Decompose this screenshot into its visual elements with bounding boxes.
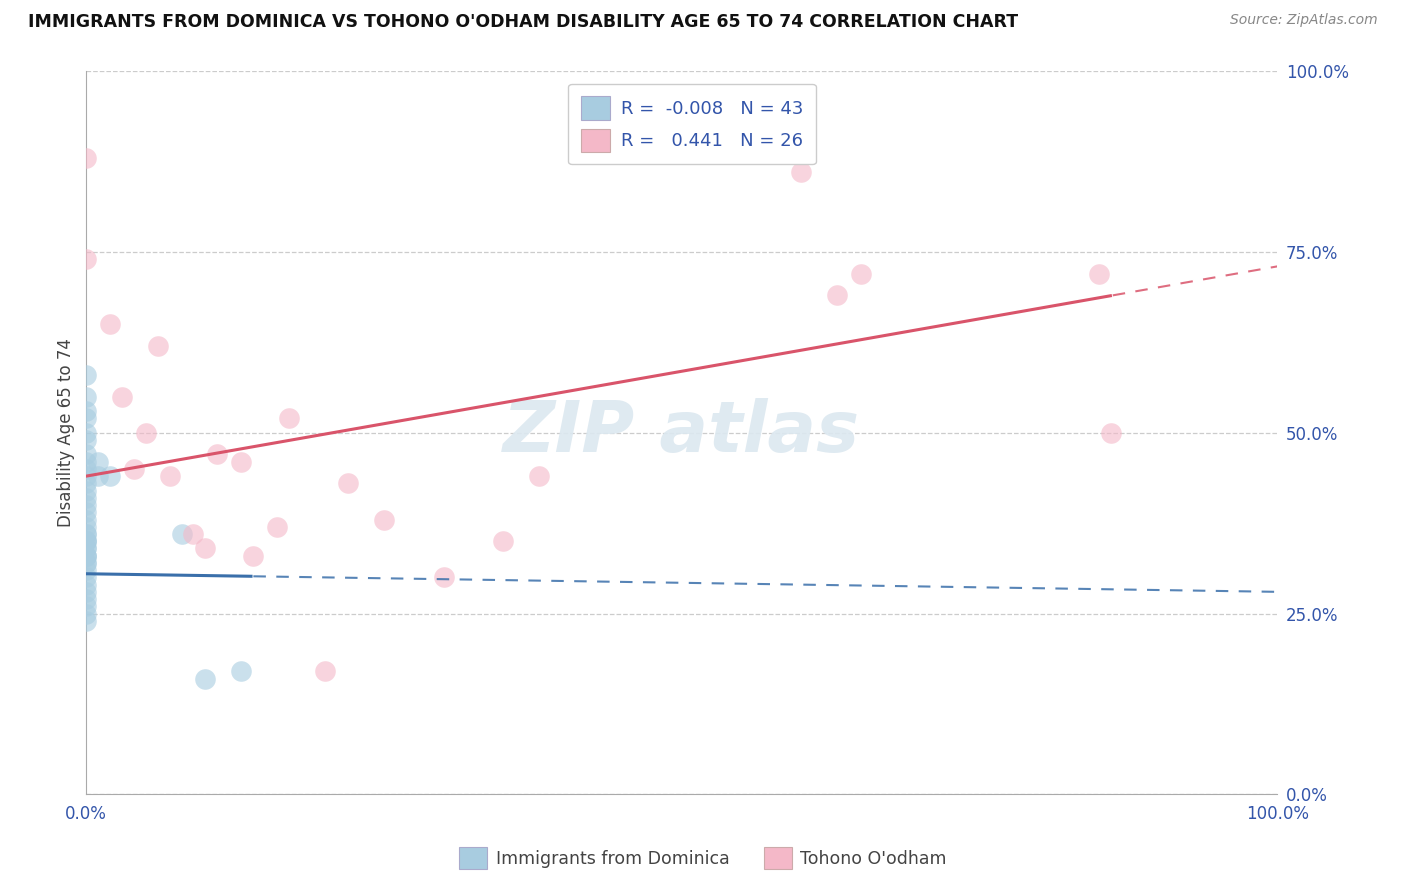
Point xyxy=(75,534,97,549)
Point xyxy=(75,491,97,505)
Point xyxy=(75,607,97,621)
Point xyxy=(75,483,97,498)
Point xyxy=(75,541,97,556)
Point xyxy=(790,165,813,179)
Point xyxy=(194,541,217,556)
Point xyxy=(75,563,97,577)
Point xyxy=(146,339,169,353)
Point xyxy=(75,599,97,614)
Text: Source: ZipAtlas.com: Source: ZipAtlas.com xyxy=(1230,13,1378,28)
Point xyxy=(159,469,181,483)
Point xyxy=(75,577,97,591)
Point xyxy=(75,447,97,461)
Point xyxy=(277,411,299,425)
Point xyxy=(207,447,229,461)
Point xyxy=(231,455,253,469)
Point xyxy=(75,534,97,549)
Point xyxy=(98,317,121,331)
Point xyxy=(75,556,97,570)
Point xyxy=(75,455,97,469)
Point xyxy=(433,570,456,584)
Point xyxy=(75,462,97,476)
Point xyxy=(75,476,97,491)
Text: IMMIGRANTS FROM DOMINICA VS TOHONO O'ODHAM DISABILITY AGE 65 TO 74 CORRELATION C: IMMIGRANTS FROM DOMINICA VS TOHONO O'ODH… xyxy=(28,13,1018,31)
Point xyxy=(75,549,97,563)
Point xyxy=(111,390,134,404)
Y-axis label: Disability Age 65 to 74: Disability Age 65 to 74 xyxy=(58,338,75,527)
Point xyxy=(75,549,97,563)
Point xyxy=(75,614,97,628)
Point xyxy=(337,476,360,491)
Point xyxy=(183,527,205,541)
Point xyxy=(135,425,157,440)
Point xyxy=(98,469,121,483)
Point xyxy=(75,527,97,541)
Point xyxy=(75,570,97,584)
Point xyxy=(75,527,97,541)
Point xyxy=(75,368,97,382)
Point xyxy=(194,672,217,686)
Legend: Immigrants from Dominica, Tohono O'odham: Immigrants from Dominica, Tohono O'odham xyxy=(453,840,953,876)
Point xyxy=(75,404,97,418)
Point xyxy=(373,512,395,526)
Point xyxy=(314,665,336,679)
Point xyxy=(231,665,253,679)
Point xyxy=(266,520,288,534)
Point xyxy=(75,433,97,447)
Point xyxy=(75,390,97,404)
Point xyxy=(75,151,97,165)
Point xyxy=(75,520,97,534)
Point xyxy=(75,252,97,266)
Point xyxy=(87,455,110,469)
Point xyxy=(75,592,97,607)
Point xyxy=(75,549,97,563)
Point xyxy=(75,469,97,483)
Point xyxy=(75,411,97,425)
Point xyxy=(825,288,848,302)
Point xyxy=(75,556,97,570)
Point xyxy=(122,462,145,476)
Text: ZIP atlas: ZIP atlas xyxy=(503,398,860,467)
Point xyxy=(75,425,97,440)
Legend: R =  -0.008   N = 43, R =   0.441   N = 26: R = -0.008 N = 43, R = 0.441 N = 26 xyxy=(568,84,815,164)
Point xyxy=(75,498,97,512)
Point xyxy=(492,534,515,549)
Point xyxy=(1099,425,1122,440)
Point xyxy=(527,469,550,483)
Point xyxy=(75,505,97,519)
Point xyxy=(170,527,193,541)
Point xyxy=(75,512,97,526)
Point xyxy=(75,585,97,599)
Point xyxy=(87,469,110,483)
Point xyxy=(242,549,264,563)
Point xyxy=(1088,267,1111,281)
Point xyxy=(849,267,872,281)
Point xyxy=(75,541,97,556)
Point xyxy=(75,534,97,549)
